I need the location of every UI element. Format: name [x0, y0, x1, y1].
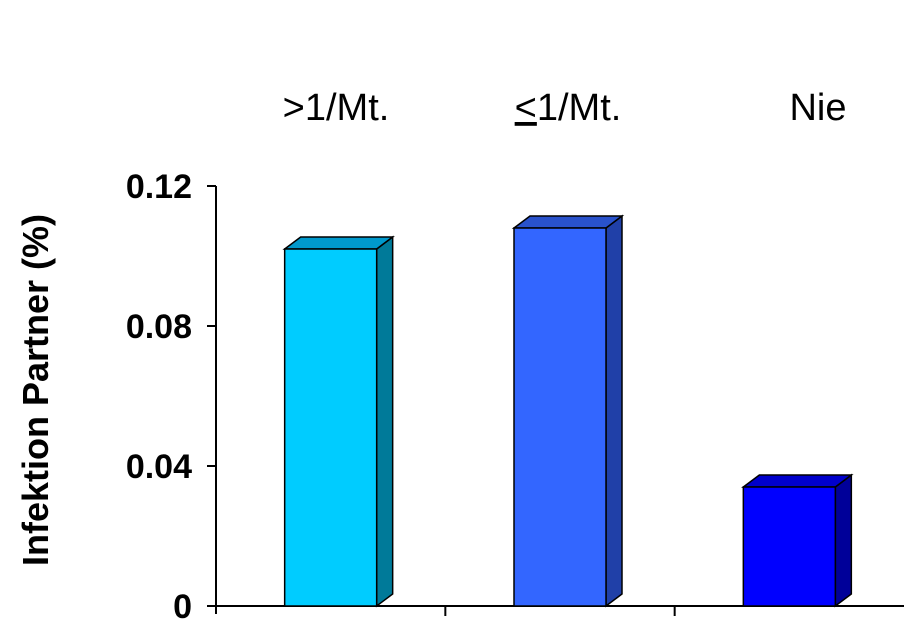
bar-side — [605, 214, 623, 608]
bar-top — [511, 215, 625, 229]
bar-side — [375, 235, 394, 608]
bar-group — [282, 235, 395, 608]
y-tick-label: 0.12 — [126, 168, 192, 206]
category-label: <1/Mt. — [515, 87, 622, 129]
bar — [513, 227, 607, 607]
bar-group — [741, 473, 854, 608]
bars — [282, 214, 854, 608]
category-label: Nie — [789, 87, 846, 129]
y-tick-label: 0.04 — [126, 448, 192, 486]
bar — [742, 486, 837, 607]
y-tick-label: 0 — [173, 588, 192, 626]
bar-top — [282, 236, 395, 250]
y-axis-label-group: Infektion Partner (%) — [15, 214, 56, 566]
bar-group — [511, 214, 625, 608]
y-tick-label: 0.08 — [126, 308, 192, 346]
y-axis-label: Infektion Partner (%) — [15, 214, 56, 566]
bar-side — [834, 473, 853, 608]
category-label: >1/Mt. — [283, 87, 390, 129]
bar-top — [741, 474, 854, 488]
bar — [283, 248, 378, 607]
category-labels: >1/Mt. <1/Mt. Nie — [283, 87, 847, 129]
